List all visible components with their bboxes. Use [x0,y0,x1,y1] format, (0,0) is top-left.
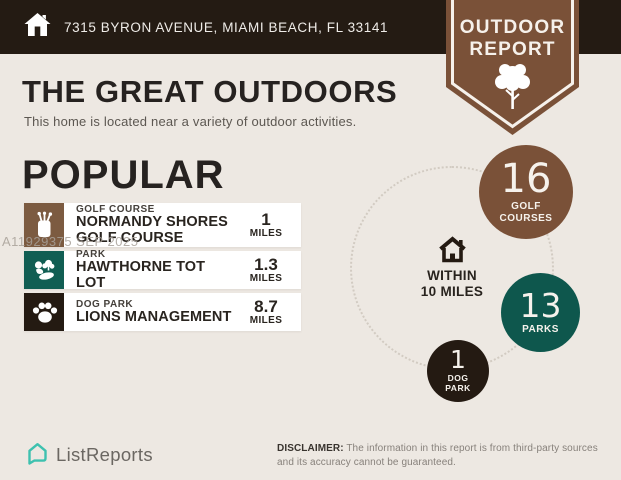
stat-bubble-golf-courses: 16 GOLF COURSES [479,145,573,239]
page-subtitle: This home is located near a variety of o… [24,114,357,129]
stat-value: 16 [500,156,552,202]
stat-value: 1 [450,345,466,375]
stat-bubble-parks: 13 PARKS [501,273,580,352]
item-distance-unit: MILES [249,273,283,284]
stat-label: PARKS [522,323,559,335]
stat-bubble-dog-park: 1 DOG PARK [427,340,489,402]
badge-title-line2: REPORT [469,39,556,60]
item-distance-unit: MILES [249,228,283,239]
item-name: HAWTHORNE TOT LOT [76,258,206,291]
list-item-golf-course: GOLF COURSE NORMANDY SHORES GOLF COURSE … [24,203,301,247]
item-distance-unit: MILES [249,315,283,326]
house-icon [437,236,468,267]
item-distance: 8.7 [254,297,278,316]
popular-heading: POPULAR [22,153,225,197]
page-title: THE GREAT OUTDOORS [22,74,398,109]
stat-label: GOLF COURSES [499,201,553,224]
mls-watermark: A11929375 SEP 2025 [2,234,139,249]
item-name: NORMANDY SHORES GOLF COURSE [76,213,228,246]
item-distance: 1.3 [254,255,278,274]
item-name: LIONS MANAGEMENT [76,308,232,325]
list-item-dog-park: DOG PARK LIONS MANAGEMENT 8.7 MILES [24,293,301,331]
stat-value: 13 [519,285,562,325]
disclaimer-text: DISCLAIMER: The information in this repo… [277,443,598,468]
item-category: PARK [76,248,106,260]
list-item-park: PARK HAWTHORNE TOT LOT 1.3 MILES [24,248,301,291]
item-category: GOLF COURSE [76,203,155,215]
listreports-house-logo [24,440,51,472]
radius-center-label: WITHIN 10 MILES [400,236,504,300]
property-address: 7315 BYRON AVENUE, MIAMI BEACH, FL 33141 [64,19,389,35]
stat-label: DOG PARK [445,373,471,393]
item-distance: 1 [261,210,271,229]
paw-icon [24,293,64,331]
disclaimer-label: DISCLAIMER: [277,443,344,454]
popular-list: GOLF COURSE NORMANDY SHORES GOLF COURSE … [24,203,301,335]
golf-bag-icon [24,203,64,247]
brand-name: ListReports [56,444,153,465]
item-category: DOG PARK [76,298,134,310]
home-icon [24,12,51,42]
badge-title-line1: OUTDOOR [459,17,566,38]
tree-icon [495,64,530,109]
within-label: WITHIN [427,268,477,283]
miles-label: 10 MILES [420,283,484,299]
outdoor-report-badge: OUTDOOR REPORT [446,0,579,137]
playground-icon [24,251,64,289]
